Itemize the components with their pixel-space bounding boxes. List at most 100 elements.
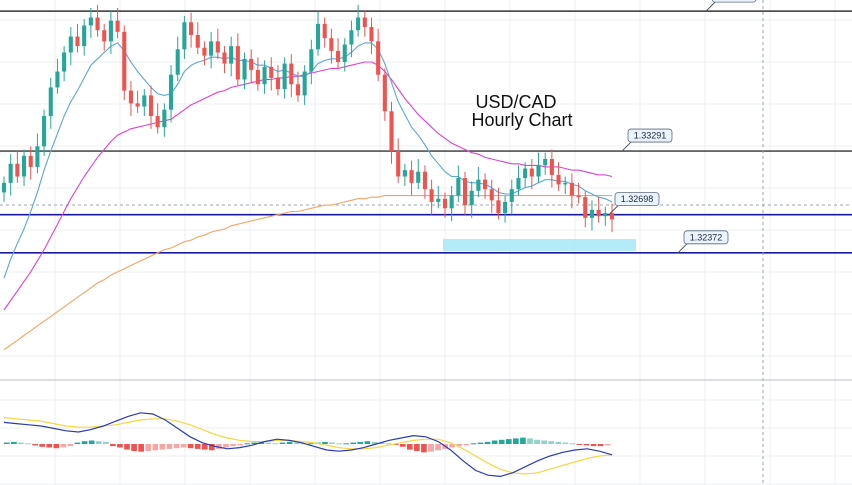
- macd-bar-positive: [18, 442, 24, 444]
- moving-averages: [3, 42, 613, 351]
- candle-bullish: [416, 171, 421, 183]
- candle-bearish: [215, 41, 220, 53]
- candle-bullish: [42, 116, 47, 147]
- macd-bar-positive: [4, 442, 10, 444]
- macd-bar-negative: [583, 444, 590, 446]
- macd-bar-positive: [569, 443, 576, 445]
- candle-bearish: [275, 77, 280, 90]
- candle-bearish: [95, 17, 100, 31]
- level-label-pointer: [621, 140, 633, 152]
- chart-title-line2: Hourly Chart: [471, 110, 572, 130]
- candle-bullish: [282, 63, 287, 90]
- macd-bar-positive: [385, 443, 392, 445]
- support-zone: [443, 239, 636, 251]
- candle-bullish: [242, 58, 247, 80]
- candle-bullish: [88, 17, 93, 26]
- candle-bearish: [329, 38, 334, 51]
- candle-bullish: [82, 25, 87, 47]
- level-labels: 1.34176 1.33291 1.32698 1.32372: [608, 0, 757, 254]
- candle-bearish: [115, 20, 120, 32]
- candle-bullish: [168, 74, 174, 110]
- candle-bullish: [456, 178, 461, 196]
- macd-bar-positive: [505, 439, 512, 444]
- level-label-box: [683, 230, 729, 245]
- macd-bar-negative: [237, 444, 243, 446]
- macd-bar-negative: [180, 444, 187, 448]
- level-label-text: 1.33291: [634, 131, 667, 141]
- macd-bar-positive: [74, 442, 81, 444]
- candle-bearish: [189, 22, 194, 35]
- level-label-box: [711, 0, 757, 3]
- macd-bar-negative: [53, 444, 60, 449]
- candlesticks: [1, 4, 615, 233]
- candle-bearish: [148, 95, 154, 117]
- macd-bar-positive: [513, 438, 519, 444]
- macd-bar-negative: [124, 444, 130, 450]
- macd-bar-positive: [244, 443, 251, 445]
- macd-bar-positive: [343, 443, 350, 445]
- candle-bearish: [249, 58, 254, 70]
- macd-bar-positive: [293, 442, 300, 444]
- candle-bullish: [8, 163, 13, 183]
- candle-bearish: [222, 52, 227, 64]
- candle-bearish: [269, 66, 274, 78]
- candle-bullish: [315, 23, 321, 50]
- candle-bullish: [175, 49, 180, 75]
- candle-bearish: [529, 168, 534, 177]
- macd-bar-positive: [11, 441, 17, 444]
- candle-bullish: [589, 209, 595, 218]
- level-label-text: 1.32698: [621, 194, 654, 204]
- macd-bar-negative: [421, 444, 427, 453]
- candle-bullish: [62, 52, 67, 72]
- candle-bullish: [48, 87, 53, 117]
- level-label-box: [614, 192, 660, 207]
- macd-bar-negative: [131, 444, 137, 451]
- macd-signal-line: [3, 417, 613, 475]
- macd-bar-positive: [95, 441, 102, 444]
- macd-bar-negative: [110, 444, 116, 447]
- candle-bearish: [255, 69, 260, 85]
- candle-bearish: [556, 174, 561, 185]
- candle-bullish: [523, 168, 528, 179]
- candle-bullish: [35, 146, 40, 167]
- macd-bar-positive: [470, 443, 477, 445]
- chart-title-line1: USD/CAD: [475, 92, 556, 112]
- macd-bar-negative: [399, 444, 406, 447]
- candle-bearish: [122, 31, 127, 91]
- macd-bar-positive: [357, 441, 364, 444]
- candle-bearish: [135, 103, 140, 107]
- macd-bar-negative: [414, 444, 420, 451]
- candle-bearish: [235, 46, 240, 80]
- macd-bar-negative: [32, 444, 38, 446]
- candle-bullish: [543, 158, 548, 166]
- macd-bar-positive: [81, 441, 88, 444]
- macd-bar-positive: [265, 442, 272, 444]
- macd-bar-negative: [138, 444, 144, 452]
- candle-bearish: [155, 116, 160, 128]
- macd-bar-negative: [392, 444, 399, 445]
- candle-bullish: [436, 198, 441, 202]
- macd-bar-positive: [286, 441, 293, 444]
- macd-bar-positive: [329, 442, 335, 444]
- macd-bar-negative: [604, 444, 611, 446]
- macd-bar-negative: [428, 444, 434, 452]
- macd-bar-positive: [371, 441, 378, 444]
- macd-bar-positive: [102, 441, 109, 444]
- candle-bearish: [576, 195, 581, 198]
- macd-bar-negative: [209, 444, 215, 451]
- candle-bearish: [195, 34, 200, 48]
- macd-bar-positive: [88, 440, 95, 444]
- candle-bullish: [516, 178, 521, 190]
- candle-bullish: [603, 213, 608, 217]
- candle-bullish: [309, 49, 314, 72]
- macd-bar-negative: [201, 444, 208, 450]
- candle-bearish: [128, 90, 133, 104]
- macd-bar-negative: [166, 444, 173, 449]
- candle-bearish: [369, 27, 374, 42]
- candle-bearish: [382, 74, 387, 112]
- level-label-pointer: [608, 204, 620, 215]
- candle-bearish: [442, 198, 448, 209]
- macd-bar-positive: [541, 440, 547, 444]
- macd-bar-positive: [378, 442, 385, 444]
